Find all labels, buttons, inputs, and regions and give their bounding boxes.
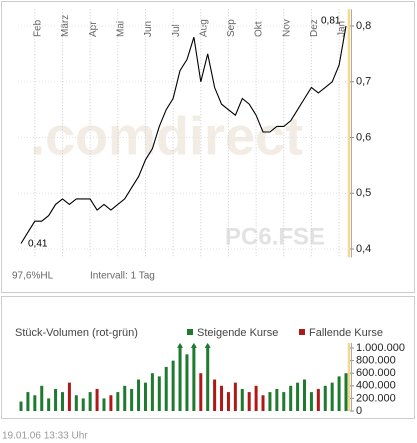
volume-bar [102,398,106,411]
symbol-watermark: PC6.FSE [225,223,325,250]
high-label: 0,81 [321,16,341,27]
x-tick-label: Dez [309,19,320,37]
volume-bar [240,388,244,411]
x-tick-label: Jan [337,21,348,37]
footer: 19.01.06 13:33 Uhr [2,431,88,442]
volume-bar [74,395,78,411]
volume-bar [143,382,147,411]
y-tick-label: 0 [356,405,362,417]
volume-bar [40,385,44,411]
volume-bar [275,388,279,411]
volume-bar [33,395,37,411]
x-tick-label: Nov [281,19,292,37]
volume-bar [303,379,307,411]
volume-bar [185,354,189,411]
volume-bar [247,392,251,411]
y-tick-label: 1.000.000 [356,342,405,354]
legend-swatch [187,329,193,335]
volume-bar [226,392,230,411]
interval-info: Intervall: 1 Tag [90,271,155,282]
volume-bar [213,379,217,411]
x-tick-label: Sep [226,19,237,37]
volume-bar [60,392,64,411]
volume-bar [316,388,320,411]
volume-bar [282,392,286,411]
volume-bar [268,392,272,411]
volume-bar [220,385,224,411]
volume-bar [123,385,127,411]
volume-bar [137,379,141,411]
volume-bar [109,395,113,411]
volume-bar [88,392,92,411]
volume-bar [47,398,51,411]
volume-bar [95,388,99,411]
low-label: 0,41 [28,239,48,250]
x-tick-label: Aug [198,19,209,37]
overflow-arrow [177,342,184,348]
volume-bar [192,344,196,411]
x-tick-label: Apr [88,21,99,37]
volume-bar [67,382,71,411]
volume-bar [344,373,348,411]
legend-swatch [299,329,305,335]
volume-bar [157,376,161,411]
legend-label: Steigende Kurse [197,327,278,339]
volume-bar [206,344,210,411]
volume-bar [289,385,293,411]
volume-bar [296,382,300,411]
y-tick-label: 0,6 [356,131,371,143]
volume-bar [337,376,341,411]
volume-bar [309,392,313,411]
watermark: .comdirect [30,106,303,166]
volume-bar [233,382,237,411]
volume-bar [254,385,258,411]
volume-bar [81,398,85,411]
overflow-arrow [190,342,197,348]
price-line [20,25,347,244]
volume-bar [330,382,334,411]
volume-bar [19,401,23,411]
volume-bar [54,388,58,411]
x-tick-label: Jun [143,21,154,37]
x-tick-label: Mai [115,21,126,37]
volume-bar [116,392,120,411]
volume-bar [261,395,265,411]
y-tick-label: 800.000 [356,355,396,367]
volume-bar [130,388,134,411]
y-tick-label: 0,8 [356,20,371,32]
volume-bar [150,373,154,411]
overflow-arrow [204,342,211,348]
x-tick-label: März [60,15,71,37]
volume-bar [178,344,182,411]
legend-label: Fallende Kurse [309,327,383,339]
y-tick-label: 0,4 [356,243,371,255]
volume-bar [164,366,168,411]
x-tick-label: Jul [171,24,182,37]
x-tick-label: Okt [254,21,265,37]
y-tick-label: 0,7 [356,76,371,88]
x-tick-label: Feb [32,19,43,37]
range-info: 97,6%HL [12,271,54,282]
price-panel [1,1,415,293]
volume-bar [26,392,30,411]
volume-bar [171,360,175,411]
volume-bar [199,373,203,411]
y-tick-label: 0,5 [356,187,371,199]
y-tick-label: 600.000 [356,367,396,379]
y-tick-label: 200.000 [356,392,396,404]
volume-bar [323,385,327,411]
y-tick-label: 400.000 [356,380,396,392]
volume-title: Stück-Volumen (rot-grün) [15,327,138,339]
